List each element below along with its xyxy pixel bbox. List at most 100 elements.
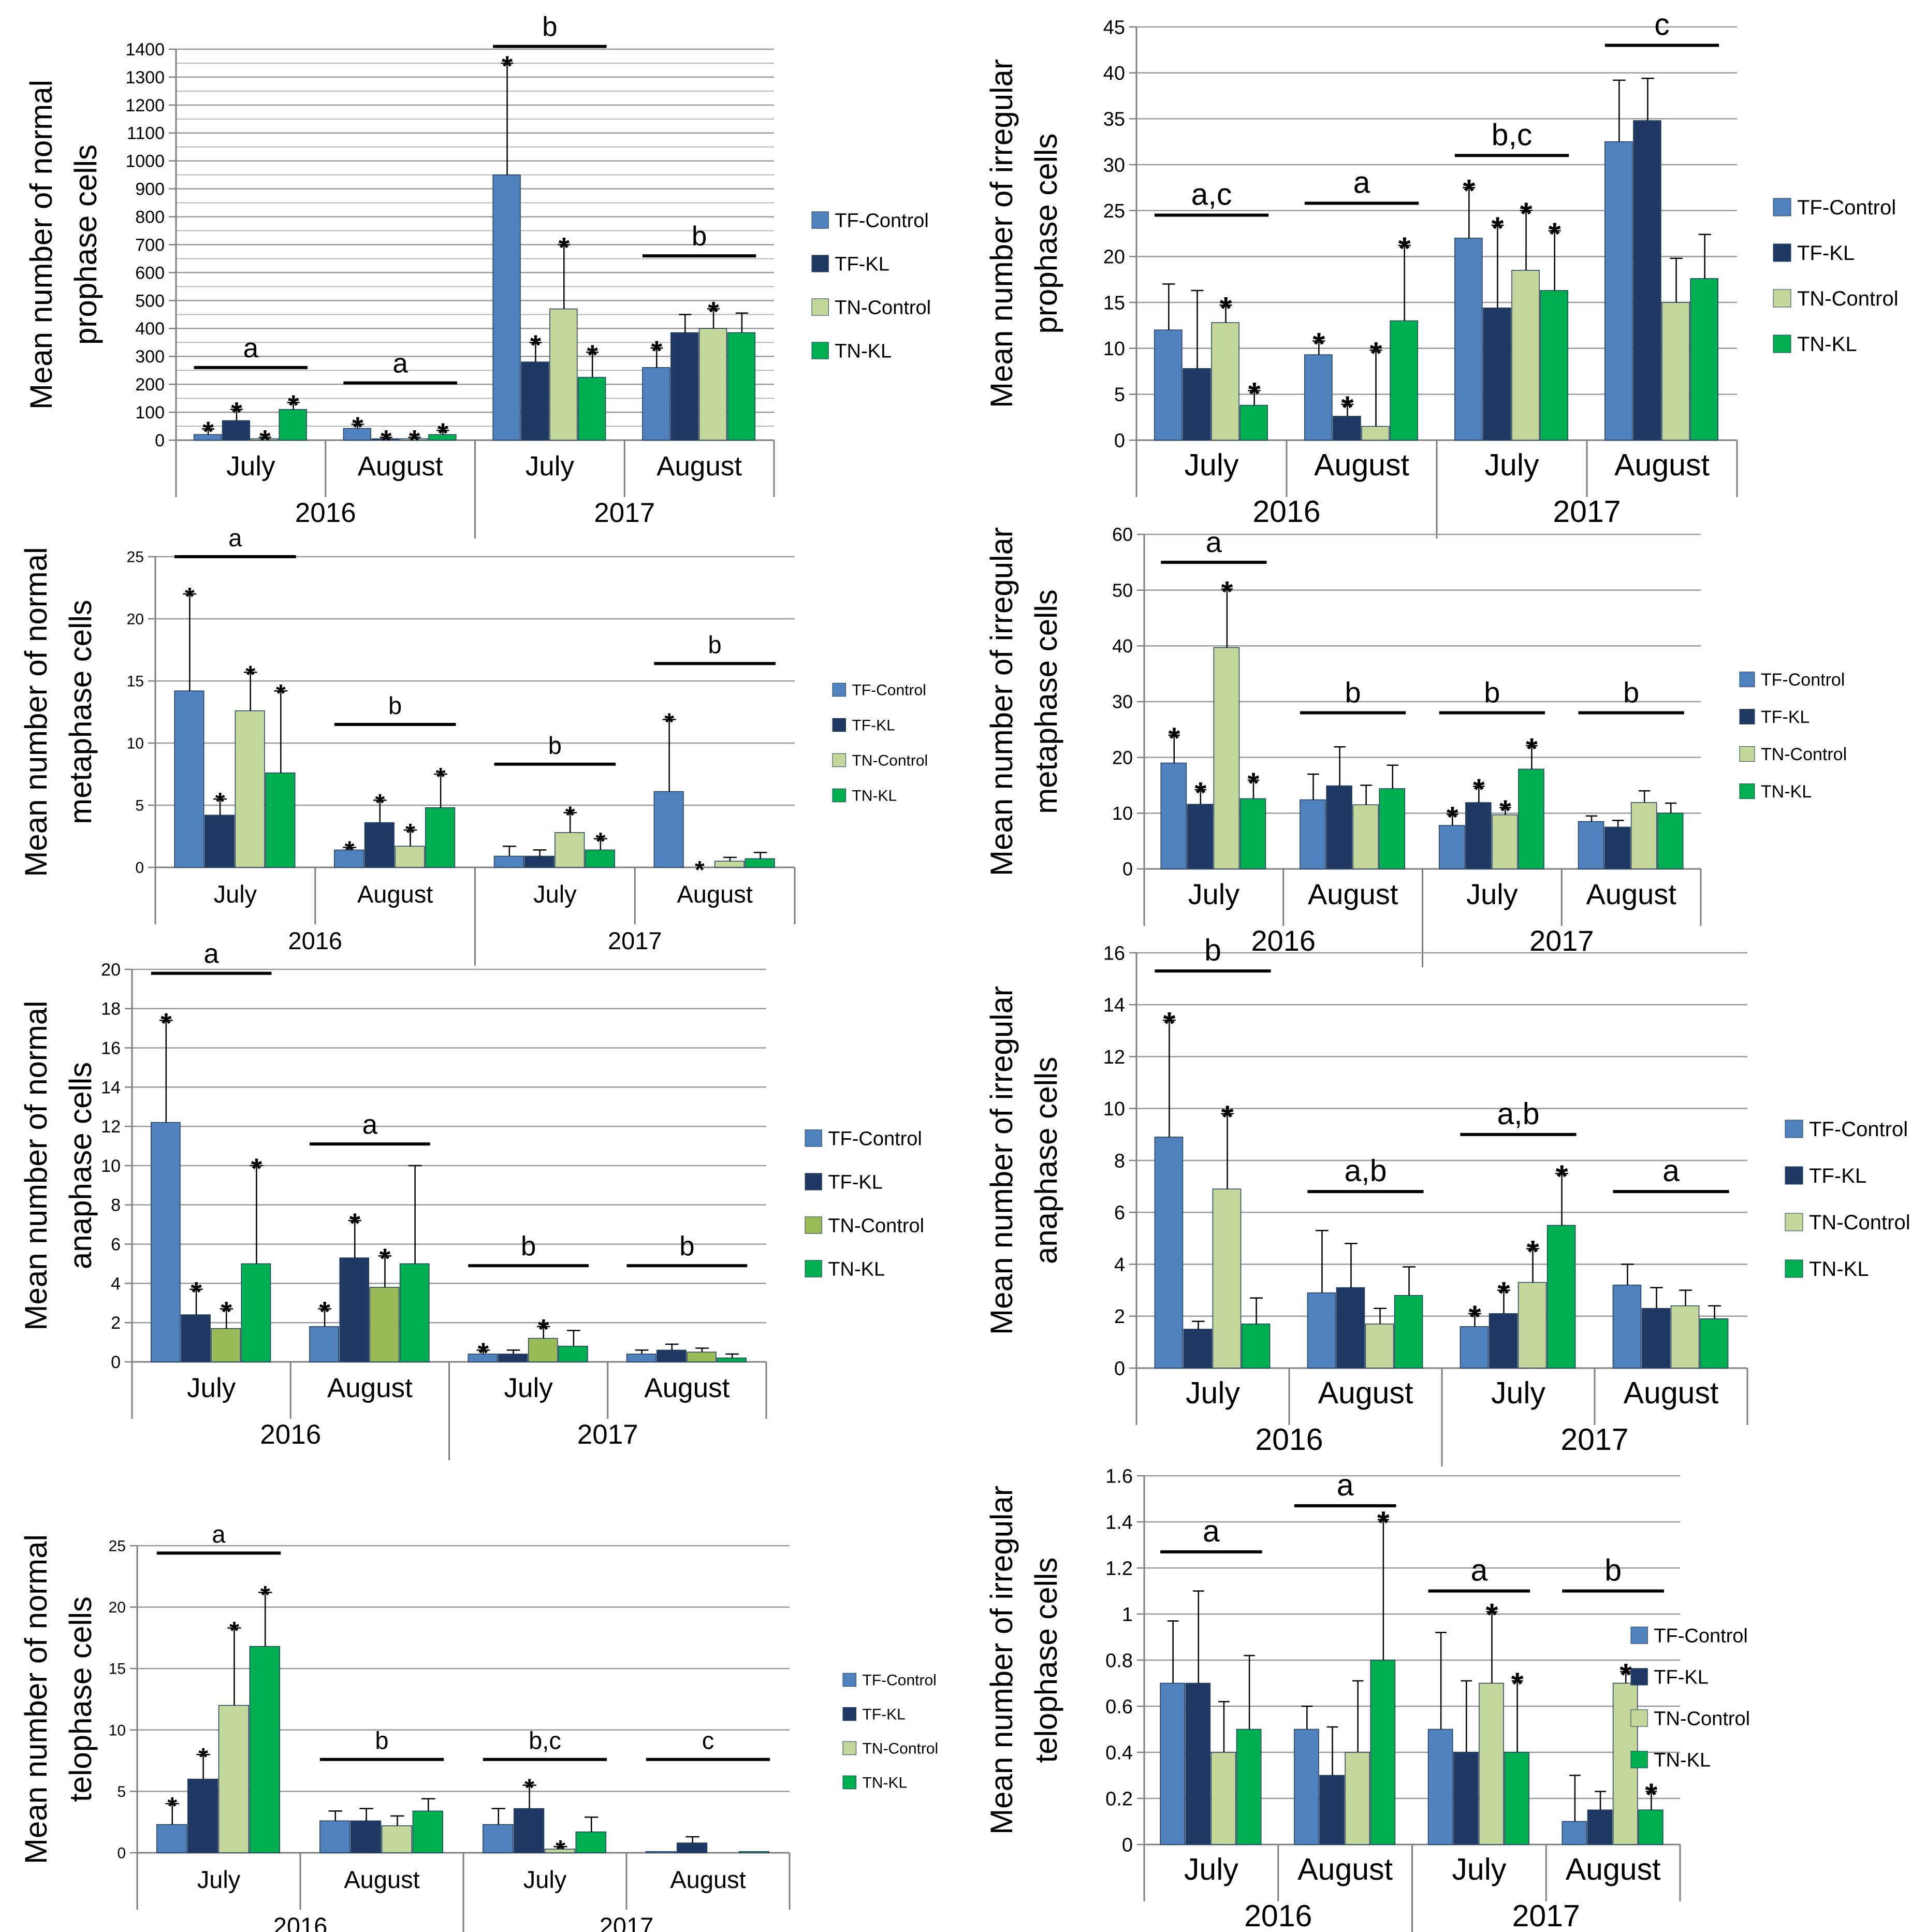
bar [646,1851,677,1853]
legend-swatch [832,718,846,732]
y-tick-label: 700 [135,235,165,255]
group-letter: a [362,1109,378,1140]
group-letter: a [392,348,408,379]
significance-asterisk: * [538,1314,549,1345]
significance-asterisk: * [1619,1657,1632,1692]
bar [1562,1821,1587,1845]
significance-asterisk: * [1473,773,1485,806]
y-tick-label: 30 [1103,154,1125,176]
bar [642,367,670,441]
bar [364,822,395,868]
year-label: 2016 [273,1912,328,1932]
bar [1210,1752,1236,1845]
significance-asterisk: * [349,1208,361,1239]
y-tick-label: 0.8 [1105,1650,1133,1672]
legend-label: TN-KL [863,1775,908,1792]
y-tick-label: 0 [1114,1358,1125,1379]
bar [555,832,585,868]
bar [1345,1752,1370,1845]
bar [626,1354,656,1362]
bar [1241,1324,1271,1369]
bar [738,1851,769,1853]
y-tick-label: 100 [135,403,165,423]
significance-asterisk: * [478,1337,489,1369]
y-tick-label: 10 [1103,338,1125,360]
legend-swatch [1785,1259,1803,1278]
bar [1185,1682,1211,1845]
year-label: 2017 [1512,1899,1580,1932]
bar [151,1122,181,1362]
significance-asterisk: * [1492,211,1504,246]
legend-swatch [1773,198,1791,216]
y-tick-label: 1300 [125,68,165,88]
year-label: 2016 [260,1419,321,1450]
legend-swatch [1739,783,1755,799]
legend-label: TF-Control [863,1672,937,1689]
y-tick-label: 500 [135,291,165,311]
month-label: July [1184,1852,1238,1886]
year-label: 2016 [1252,495,1320,529]
bar [1670,1305,1700,1369]
y-tick-label: 8 [1114,1150,1125,1172]
y-tick-label: 60 [1112,524,1133,545]
month-label: July [1485,448,1539,482]
y-axis-label: anaphase cells [63,1062,98,1269]
bar [1587,1809,1613,1845]
group-letter: a,c [1191,178,1232,212]
y-tick-label: 20 [127,611,144,628]
bar [309,1326,339,1362]
chart-panel-8: 0 0.2 0.4 0.6 0.8 1 1.2 1.4 1.6 July August July Aug… [984,1465,1750,1932]
month-label: July [187,1373,236,1403]
y-tick-label: 0 [135,860,144,877]
bar [265,772,296,868]
y-axis-label: Mean number of normal [19,1001,53,1331]
bar [1492,814,1518,869]
group-letter: b [679,1231,694,1261]
legend-swatch [1773,289,1791,308]
significance-asterisk: * [708,296,719,327]
y-tick-label: 15 [109,1661,126,1678]
bar [334,849,364,868]
significance-asterisk: * [276,680,286,707]
bar [1540,290,1568,441]
y-tick-label: 20 [101,960,121,980]
month-label: July [1186,1376,1240,1410]
group-letter: a [1470,1553,1487,1588]
legend-swatch [1785,1166,1803,1185]
month-label: August [1297,1852,1393,1886]
month-label: August [1566,1852,1661,1886]
bar [222,420,251,441]
bar [412,1810,443,1853]
y-tick-label: 1 [1122,1604,1133,1625]
year-label: 2016 [288,927,342,954]
group-letter: a [203,939,219,969]
y-tick-label: 0 [1122,859,1133,880]
y-tick-label: 40 [1112,635,1133,657]
significance-asterisk: * [215,788,225,816]
y-tick-label: 10 [127,735,144,752]
bar [1213,647,1240,869]
bar [1236,1728,1262,1845]
bar [745,858,775,868]
significance-asterisk: * [695,856,705,884]
significance-asterisk: * [436,763,446,791]
group-letter: b [1604,1553,1622,1588]
month-label: July [526,451,575,482]
chart-panel-7: 0 5 10 15 20 25 July August July August 2016 2017 * *… [19,1520,938,1932]
y-tick-label: 2 [111,1313,121,1333]
legend-label: TN-KL [828,1258,885,1280]
year-label: 2017 [1560,1422,1628,1457]
legend-swatch [842,1673,856,1687]
y-tick-label: 35 [1103,109,1125,130]
y-axis-label: Mean number of irregular [984,527,1019,876]
bar [381,1825,413,1853]
y-tick-label: 10 [109,1722,126,1739]
bar [1479,1682,1504,1845]
significance-asterisk: * [502,50,513,82]
group-letter: b,c [1492,118,1533,152]
bar [492,174,521,441]
year-label: 2017 [1553,495,1621,529]
significance-asterisk: * [202,416,214,447]
